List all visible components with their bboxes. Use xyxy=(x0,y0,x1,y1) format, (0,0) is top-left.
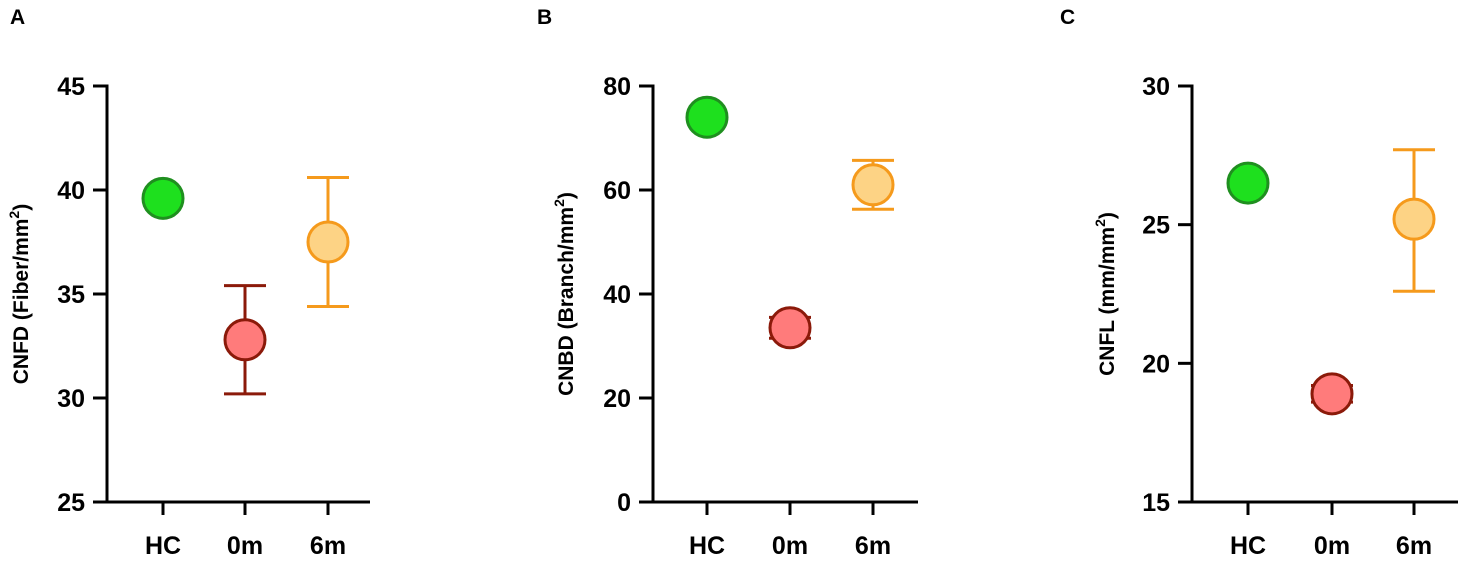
panel-letter: C xyxy=(1060,6,1075,29)
x-tick-label: HC xyxy=(1230,532,1266,560)
x-tick-label: 6m xyxy=(1396,532,1432,560)
y-tick-label: 40 xyxy=(57,177,85,205)
y-tick-label: 30 xyxy=(57,385,85,413)
panel-letter: A xyxy=(10,6,25,29)
x-tick-label: 0m xyxy=(772,532,808,560)
y-tick-label: 20 xyxy=(1142,350,1170,378)
mean-marker xyxy=(223,318,267,362)
y-tick-label: 60 xyxy=(603,177,631,205)
panel-c: C 15 20 25 30 HC 0m 6m CNFL (mm/mm2) xyxy=(1060,6,1458,560)
y-tick-label: 35 xyxy=(57,281,85,309)
x-tick-label: 6m xyxy=(310,532,346,560)
y-axis-title-superscript: 2 xyxy=(551,199,567,207)
x-tick-label: HC xyxy=(689,532,725,560)
x-tick-label: HC xyxy=(145,532,181,560)
mean-marker xyxy=(1392,197,1436,241)
y-axis-title: CNBD (Branch/mm2) xyxy=(551,192,578,396)
mean-marker xyxy=(851,163,895,207)
y-axis-title-end: ) xyxy=(1096,212,1119,219)
x-tick-label: 6m xyxy=(855,532,891,560)
data-point-0m xyxy=(223,284,267,396)
data-point-6m xyxy=(1392,148,1436,293)
y-tick-label: 25 xyxy=(57,489,85,517)
y-axis-title: CNFD (Fiber/mm2) xyxy=(6,204,33,384)
panel-b: B 0 20 40 60 80 HC 0m 6m CNBD (Branch/mm2) xyxy=(537,6,918,560)
y-axis-title-end: ) xyxy=(555,192,578,199)
data-point-hc xyxy=(685,95,729,139)
panel-a: A 25 30 35 40 45 HC 0m 6m CNFD (Fiber/mm2) xyxy=(6,6,370,560)
mean-marker xyxy=(141,176,185,220)
data-point-hc xyxy=(141,176,185,220)
y-tick-label: 15 xyxy=(1142,489,1170,517)
mean-marker xyxy=(1310,372,1354,416)
data-point-0m xyxy=(768,306,812,350)
y-axis-title-end: ) xyxy=(10,204,33,211)
mean-marker xyxy=(685,95,729,139)
mean-marker xyxy=(306,220,350,264)
y-tick-label: 80 xyxy=(603,73,631,101)
panel-letter: B xyxy=(537,6,552,29)
x-tick-label: 0m xyxy=(227,532,263,560)
y-tick-label: 30 xyxy=(1142,73,1170,101)
y-axis-title-superscript: 2 xyxy=(6,211,22,219)
y-axis-title-superscript: 2 xyxy=(1092,219,1108,227)
y-axis-title-text: CNBD (Branch/mm xyxy=(555,207,578,396)
x-tick-label: 0m xyxy=(1314,532,1350,560)
data-point-hc xyxy=(1226,161,1270,205)
y-tick-label: 0 xyxy=(617,489,631,517)
mean-marker xyxy=(1226,161,1270,205)
y-tick-label: 20 xyxy=(603,385,631,413)
y-tick-label: 45 xyxy=(57,73,85,101)
data-point-6m xyxy=(851,158,895,211)
y-tick-label: 40 xyxy=(603,281,631,309)
y-axis-title: CNFL (mm/mm2) xyxy=(1092,212,1119,376)
y-axis-title-text: CNFD (Fiber/mm xyxy=(10,219,33,385)
y-axis-title-text: CNFL (mm/mm xyxy=(1096,227,1119,376)
mean-marker xyxy=(768,306,812,350)
y-tick-label: 25 xyxy=(1142,212,1170,240)
data-point-6m xyxy=(306,176,350,308)
data-point-0m xyxy=(1310,372,1354,416)
